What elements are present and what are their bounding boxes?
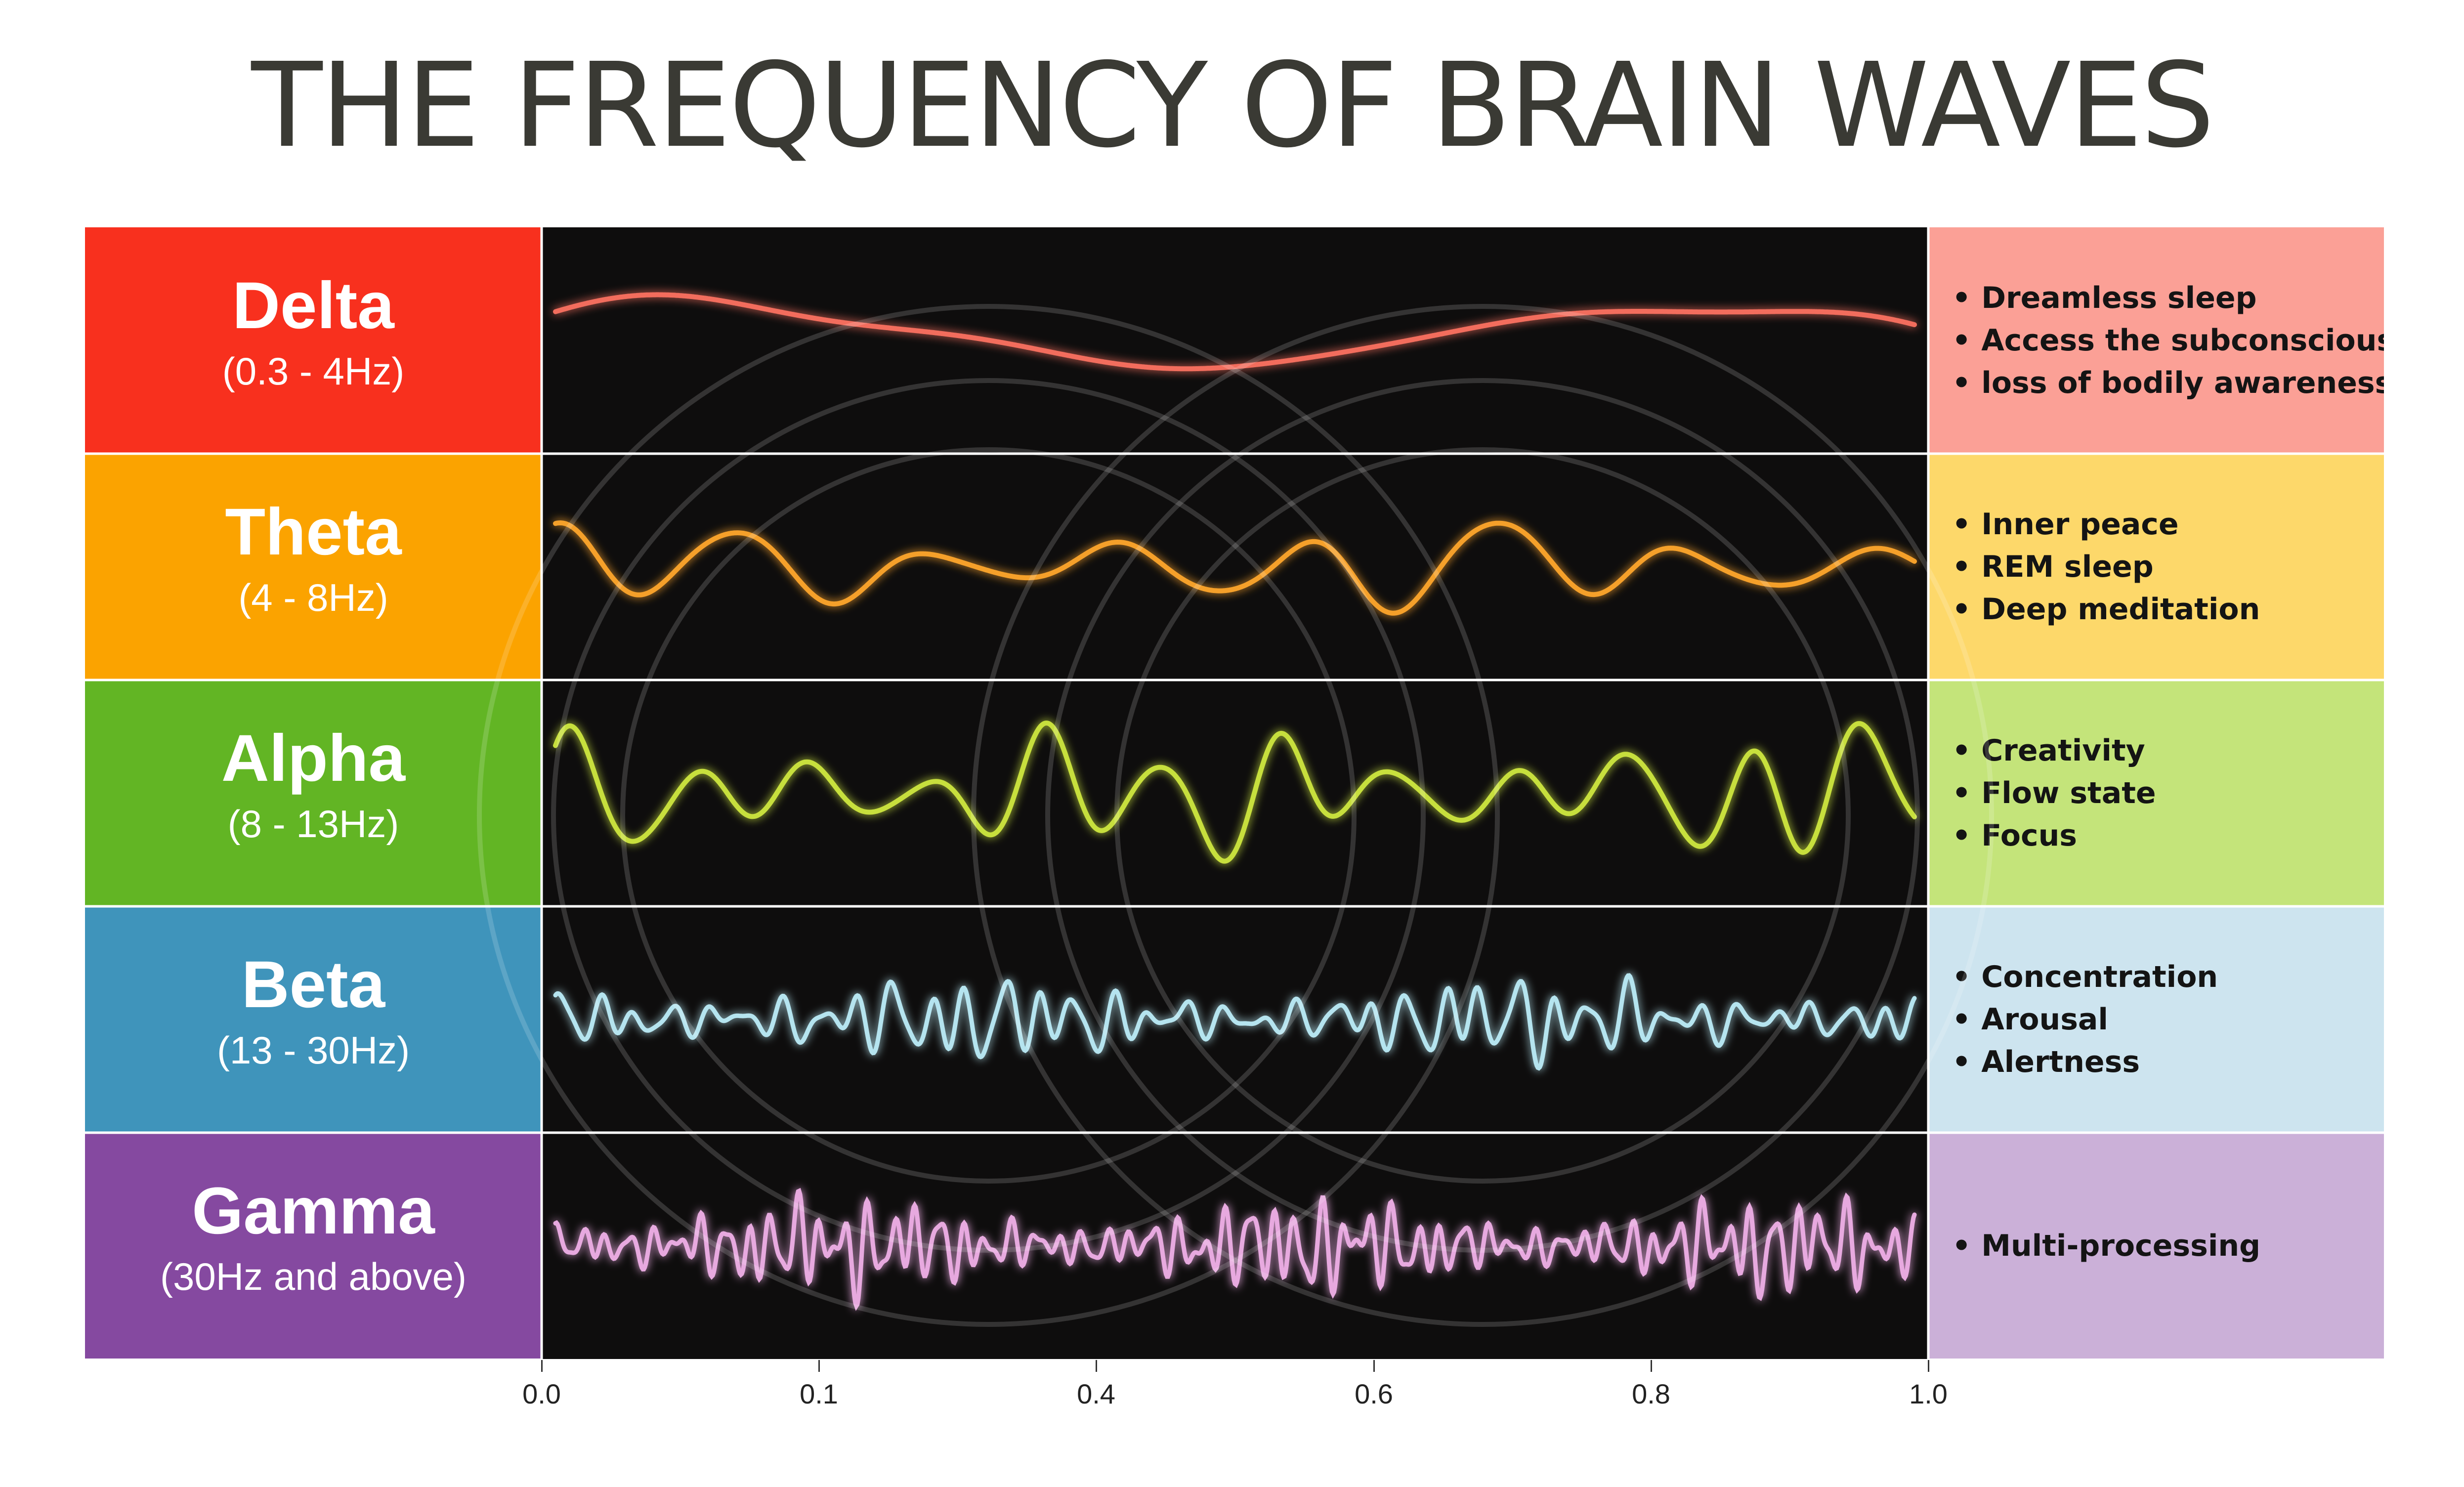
x-tick-mark (1373, 1360, 1375, 1372)
desc-panel-beta: Concentration Arousal Alertness (1928, 906, 2384, 1132)
x-tick-label: 0.4 (1077, 1378, 1115, 1409)
band-name: Theta (225, 495, 402, 569)
desc-panel-theta: Inner peace REM sleep Deep meditation (1928, 454, 2384, 680)
desc-panel-alpha: Creativity Flow state Focus (1928, 680, 2384, 906)
alpha-wave (553, 721, 1917, 864)
page-title: THE FREQUENCY OF BRAIN WAVES (251, 38, 2214, 173)
theta-wave (553, 520, 1917, 616)
band-panel-delta: Delta (0.3 - 4Hz) (85, 227, 542, 453)
feature-item: Concentration (1952, 956, 2379, 998)
wave-canvas (553, 292, 1917, 1311)
band-name: Beta (241, 948, 385, 1021)
band-panel-theta: Theta (4 - 8Hz) (85, 454, 542, 680)
band-panel-alpha: Alpha (8 - 13Hz) (85, 680, 542, 906)
feature-list: Inner peace REM sleep Deep meditation (1952, 454, 2379, 680)
band-name: Delta (232, 269, 394, 342)
feature-item: Flow state (1952, 772, 2379, 814)
beta-wave (553, 973, 1917, 1071)
band-panel-gamma: Gamma (30Hz and above) (85, 1133, 542, 1359)
band-frequency-range: (4 - 8Hz) (238, 576, 388, 619)
band-name: Alpha (221, 722, 406, 795)
band-frequency-range: (8 - 13Hz) (227, 802, 399, 846)
feature-list: Multi-processing (1952, 1133, 2379, 1359)
desc-panel-gamma: Multi-processing (1928, 1133, 2384, 1359)
feature-item: Alertness (1952, 1041, 2379, 1083)
x-tick-mark (1651, 1360, 1652, 1372)
feature-item: Arousal (1952, 998, 2379, 1041)
gamma-wave (553, 1188, 1917, 1311)
feature-list: Dreamless sleep Access the subconscious … (1952, 227, 2384, 453)
desc-panel-delta: Dreamless sleep Access the subconscious … (1928, 227, 2384, 453)
band-frequency-range: (13 - 30Hz) (216, 1028, 410, 1072)
x-tick-label: 0.0 (522, 1378, 561, 1409)
feature-list: Concentration Arousal Alertness (1952, 906, 2379, 1132)
delta-wave (553, 292, 1917, 372)
x-tick-label: 1.0 (1909, 1378, 1948, 1409)
feature-item: Inner peace (1952, 503, 2379, 546)
x-tick-label: 0.6 (1355, 1378, 1393, 1409)
feature-item: REM sleep (1952, 546, 2379, 588)
band-frequency-range: (30Hz and above) (160, 1255, 467, 1298)
x-tick-label: 0.1 (800, 1378, 838, 1409)
feature-item: Focus (1952, 814, 2379, 857)
x-tick-mark (1096, 1360, 1097, 1372)
band-frequency-range: (0.3 - 4Hz) (222, 349, 405, 393)
feature-item: Dreamless sleep (1952, 277, 2379, 319)
feature-item: loss of bodily awareness (1952, 362, 2384, 404)
band-name: Gamma (192, 1174, 435, 1248)
wave-display (542, 227, 1928, 1359)
feature-item: Access the subconscious (1952, 319, 2384, 362)
x-tick-mark (1928, 1360, 1929, 1372)
band-panel-beta: Beta (13 - 30Hz) (85, 906, 542, 1132)
x-tick-label: 0.8 (1632, 1378, 1670, 1409)
feature-list: Creativity Flow state Focus (1952, 680, 2379, 906)
feature-item: Multi-processing (1952, 1225, 2379, 1267)
feature-item: Creativity (1952, 729, 2379, 772)
x-tick-mark (541, 1360, 543, 1372)
feature-item: Deep meditation (1952, 588, 2379, 631)
x-tick-mark (818, 1360, 820, 1372)
